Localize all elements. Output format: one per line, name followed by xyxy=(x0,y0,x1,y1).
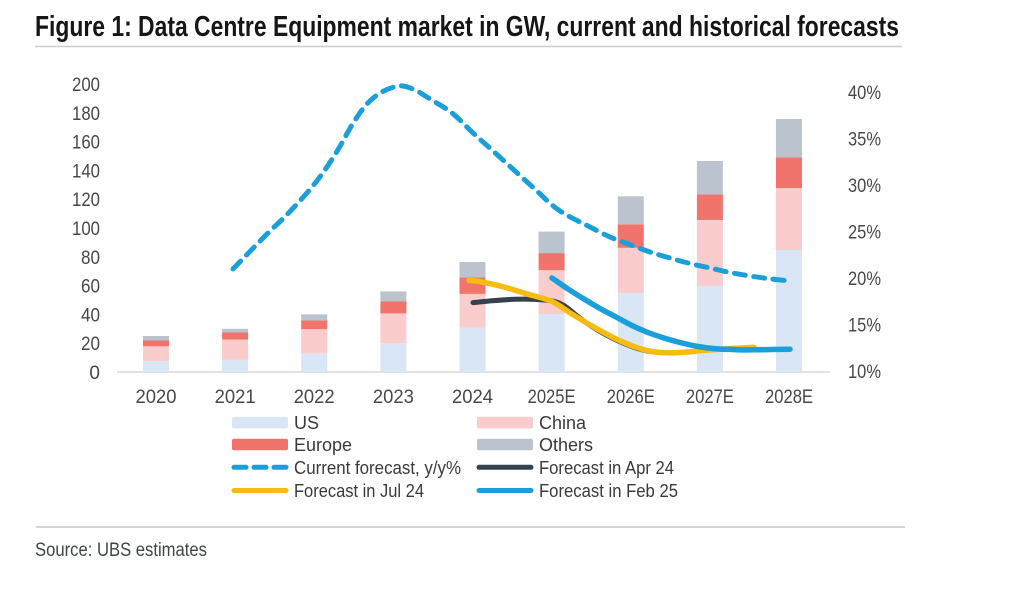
svg-text:40: 40 xyxy=(81,305,100,326)
svg-text:160: 160 xyxy=(72,133,100,154)
svg-text:120: 120 xyxy=(72,190,100,211)
svg-text:2027E: 2027E xyxy=(686,387,734,408)
svg-text:30%: 30% xyxy=(848,176,881,197)
svg-text:10%: 10% xyxy=(848,362,881,383)
svg-text:China: China xyxy=(539,413,587,433)
svg-text:Others: Others xyxy=(539,435,593,455)
svg-text:15%: 15% xyxy=(848,316,881,337)
svg-text:40%: 40% xyxy=(848,83,881,104)
svg-text:2024: 2024 xyxy=(452,387,493,408)
svg-text:2023: 2023 xyxy=(373,387,414,408)
svg-text:20%: 20% xyxy=(848,269,881,290)
svg-text:Source: UBS estimates: Source: UBS estimates xyxy=(35,540,207,561)
svg-text:2020: 2020 xyxy=(136,387,177,408)
svg-text:35%: 35% xyxy=(848,130,881,151)
svg-text:25%: 25% xyxy=(848,223,881,244)
svg-text:Europe: Europe xyxy=(294,435,352,455)
svg-text:2026E: 2026E xyxy=(607,387,655,408)
svg-text:20: 20 xyxy=(81,334,100,355)
svg-text:80: 80 xyxy=(81,248,100,269)
svg-text:200: 200 xyxy=(72,75,100,96)
svg-text:Forecast in Jul 24: Forecast in Jul 24 xyxy=(294,481,424,501)
svg-text:Forecast in Apr 24: Forecast in Apr 24 xyxy=(539,458,674,478)
svg-text:Current forecast, y/y%: Current forecast, y/y% xyxy=(294,458,461,478)
svg-text:2022: 2022 xyxy=(294,387,335,408)
svg-text:Figure 1: Data Centre Equipmen: Figure 1: Data Centre Equipment market i… xyxy=(35,11,899,43)
svg-text:180: 180 xyxy=(72,104,100,125)
svg-text:2021: 2021 xyxy=(215,387,256,408)
svg-text:2028E: 2028E xyxy=(765,387,813,408)
svg-text:60: 60 xyxy=(81,277,100,298)
svg-text:140: 140 xyxy=(72,161,100,182)
svg-text:Forecast in Feb 25: Forecast in Feb 25 xyxy=(539,481,678,501)
svg-text:0: 0 xyxy=(89,363,100,384)
svg-text:100: 100 xyxy=(72,219,100,240)
svg-text:2025E: 2025E xyxy=(528,387,576,408)
svg-text:US: US xyxy=(294,413,319,433)
